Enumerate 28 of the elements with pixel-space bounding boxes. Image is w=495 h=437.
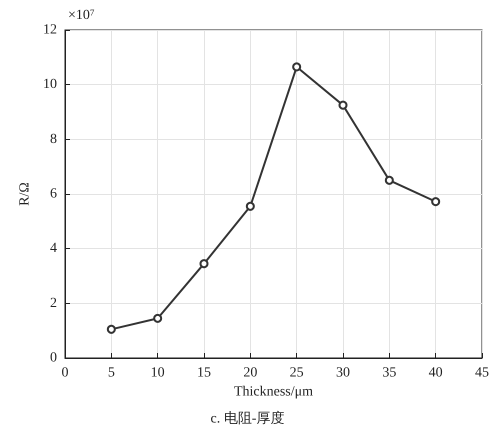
x-tick-label: 30 bbox=[336, 366, 350, 380]
x-tick-label: 20 bbox=[243, 366, 258, 380]
point bbox=[292, 62, 302, 72]
x-tick-label: 5 bbox=[108, 366, 115, 380]
point bbox=[153, 314, 162, 323]
y-tick-label: 6 bbox=[50, 186, 57, 202]
x-tick-label: 40 bbox=[428, 366, 443, 380]
x-tick-label: 35 bbox=[382, 366, 396, 380]
x-tick-label: 0 bbox=[62, 366, 68, 380]
x-axis-title: Thickness/μm bbox=[234, 384, 314, 400]
y-axis-title: R/Ω bbox=[18, 182, 33, 206]
x-tick-label: 15 bbox=[197, 366, 211, 380]
x-tick-label: 45 bbox=[475, 366, 489, 380]
y-tick-label: 8 bbox=[50, 132, 57, 147]
y-tick-label: 0 bbox=[50, 350, 57, 366]
point bbox=[106, 324, 116, 334]
y-tick-label: 12 bbox=[43, 22, 57, 38]
point bbox=[384, 176, 394, 185]
y-tick-label: 2 bbox=[50, 296, 57, 311]
point bbox=[338, 100, 348, 110]
point bbox=[246, 202, 255, 211]
y-tick-label: 4 bbox=[50, 241, 57, 256]
text: c. 电阻-厚度 bbox=[210, 410, 284, 426]
point bbox=[200, 259, 208, 268]
y-tick-label: 10 bbox=[43, 77, 57, 92]
x-tick-label: 25 bbox=[290, 366, 304, 380]
point bbox=[431, 197, 440, 206]
x-tick-label: 10 bbox=[150, 366, 165, 380]
